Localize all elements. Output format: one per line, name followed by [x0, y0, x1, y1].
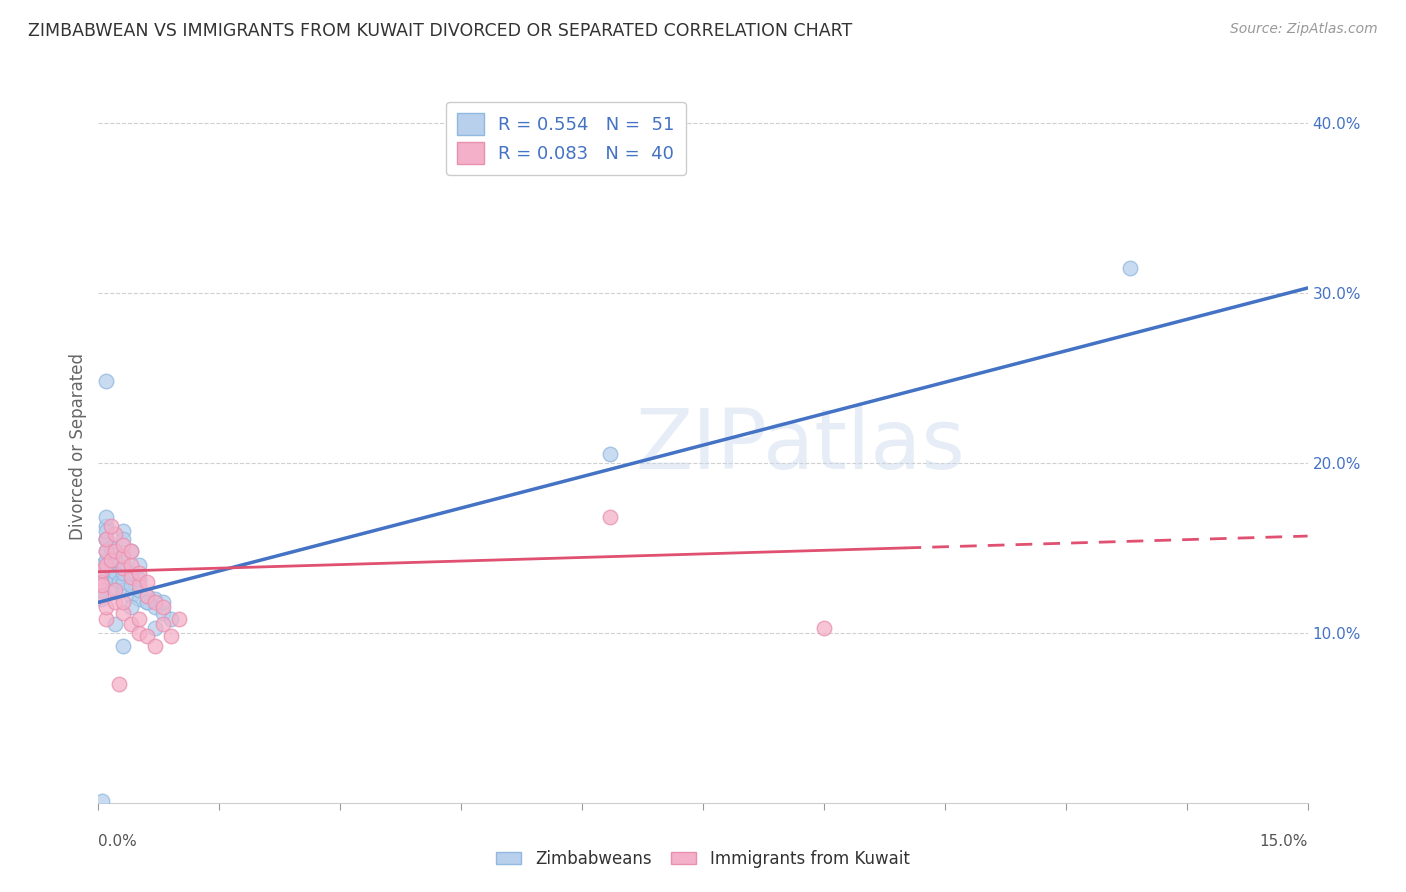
- Point: [96, 533, 118, 547]
- Point: [1119, 260, 1142, 275]
- Point: [111, 524, 134, 538]
- Point: [103, 565, 125, 579]
- Point: [90, 574, 112, 589]
- Point: [128, 566, 150, 581]
- Point: [91, 558, 114, 572]
- Point: [128, 583, 150, 598]
- Point: [103, 553, 125, 567]
- Point: [107, 574, 129, 589]
- Point: [128, 626, 150, 640]
- Point: [135, 595, 157, 609]
- Point: [96, 519, 118, 533]
- Point: [167, 612, 190, 626]
- Legend: Zimbabweans, Immigrants from Kuwait: Zimbabweans, Immigrants from Kuwait: [489, 844, 917, 875]
- Point: [96, 510, 118, 524]
- Point: [143, 621, 166, 635]
- Point: [135, 589, 157, 603]
- Point: [120, 558, 142, 572]
- Point: [103, 595, 125, 609]
- Point: [100, 519, 122, 533]
- Point: [599, 510, 621, 524]
- Point: [103, 527, 125, 541]
- Point: [160, 629, 183, 643]
- Point: [96, 533, 118, 547]
- Point: [111, 566, 134, 581]
- Point: [111, 549, 134, 564]
- Point: [120, 544, 142, 558]
- Point: [599, 448, 621, 462]
- Point: [111, 533, 134, 547]
- Point: [111, 640, 134, 654]
- Point: [90, 591, 112, 606]
- Point: [91, 794, 114, 808]
- Text: 0.0%: 0.0%: [98, 834, 138, 849]
- Point: [143, 640, 166, 654]
- Point: [135, 629, 157, 643]
- Point: [91, 578, 114, 592]
- Text: Source: ZipAtlas.com: Source: ZipAtlas.com: [1230, 22, 1378, 37]
- Point: [128, 578, 150, 592]
- Point: [120, 570, 142, 584]
- Point: [111, 606, 134, 620]
- Point: [103, 555, 125, 569]
- Point: [100, 541, 122, 555]
- Point: [90, 589, 112, 603]
- Point: [152, 606, 174, 620]
- Point: [120, 544, 142, 558]
- Point: [160, 612, 183, 626]
- Point: [91, 563, 114, 577]
- Point: [100, 572, 122, 586]
- Point: [152, 600, 174, 615]
- Point: [128, 572, 150, 586]
- Point: [143, 591, 166, 606]
- Point: [96, 558, 118, 572]
- Point: [152, 617, 174, 632]
- Point: [96, 524, 118, 538]
- Point: [111, 561, 134, 575]
- Point: [111, 574, 134, 589]
- Point: [111, 537, 134, 551]
- Text: ZIPatlas: ZIPatlas: [634, 406, 965, 486]
- Point: [120, 578, 142, 592]
- Point: [96, 533, 118, 547]
- Point: [103, 544, 125, 558]
- Point: [103, 617, 125, 632]
- Point: [152, 595, 174, 609]
- Point: [103, 583, 125, 598]
- Point: [120, 617, 142, 632]
- Point: [96, 600, 118, 615]
- Point: [103, 572, 125, 586]
- Point: [100, 553, 122, 567]
- Text: 15.0%: 15.0%: [1260, 834, 1308, 849]
- Point: [107, 677, 129, 691]
- Text: ZIMBABWEAN VS IMMIGRANTS FROM KUWAIT DIVORCED OR SEPARATED CORRELATION CHART: ZIMBABWEAN VS IMMIGRANTS FROM KUWAIT DIV…: [28, 22, 852, 40]
- Point: [96, 375, 118, 389]
- Point: [135, 589, 157, 603]
- Point: [91, 583, 114, 598]
- Point: [128, 612, 150, 626]
- Point: [128, 558, 150, 572]
- Point: [143, 595, 166, 609]
- Point: [103, 544, 125, 558]
- Point: [100, 563, 122, 577]
- Y-axis label: Divorced or Separated: Divorced or Separated: [69, 352, 87, 540]
- Point: [96, 544, 118, 558]
- Point: [103, 580, 125, 594]
- Point: [143, 600, 166, 615]
- Point: [135, 574, 157, 589]
- Point: [111, 583, 134, 598]
- Point: [111, 555, 134, 569]
- Point: [90, 566, 112, 581]
- Point: [120, 600, 142, 615]
- Legend: R = 0.554   N =  51, R = 0.083   N =  40: R = 0.554 N = 51, R = 0.083 N = 40: [446, 102, 686, 175]
- Point: [96, 544, 118, 558]
- Point: [135, 595, 157, 609]
- Point: [120, 566, 142, 581]
- Point: [120, 589, 142, 603]
- Point: [813, 621, 835, 635]
- Point: [128, 591, 150, 606]
- Point: [96, 612, 118, 626]
- Point: [96, 553, 118, 567]
- Point: [111, 595, 134, 609]
